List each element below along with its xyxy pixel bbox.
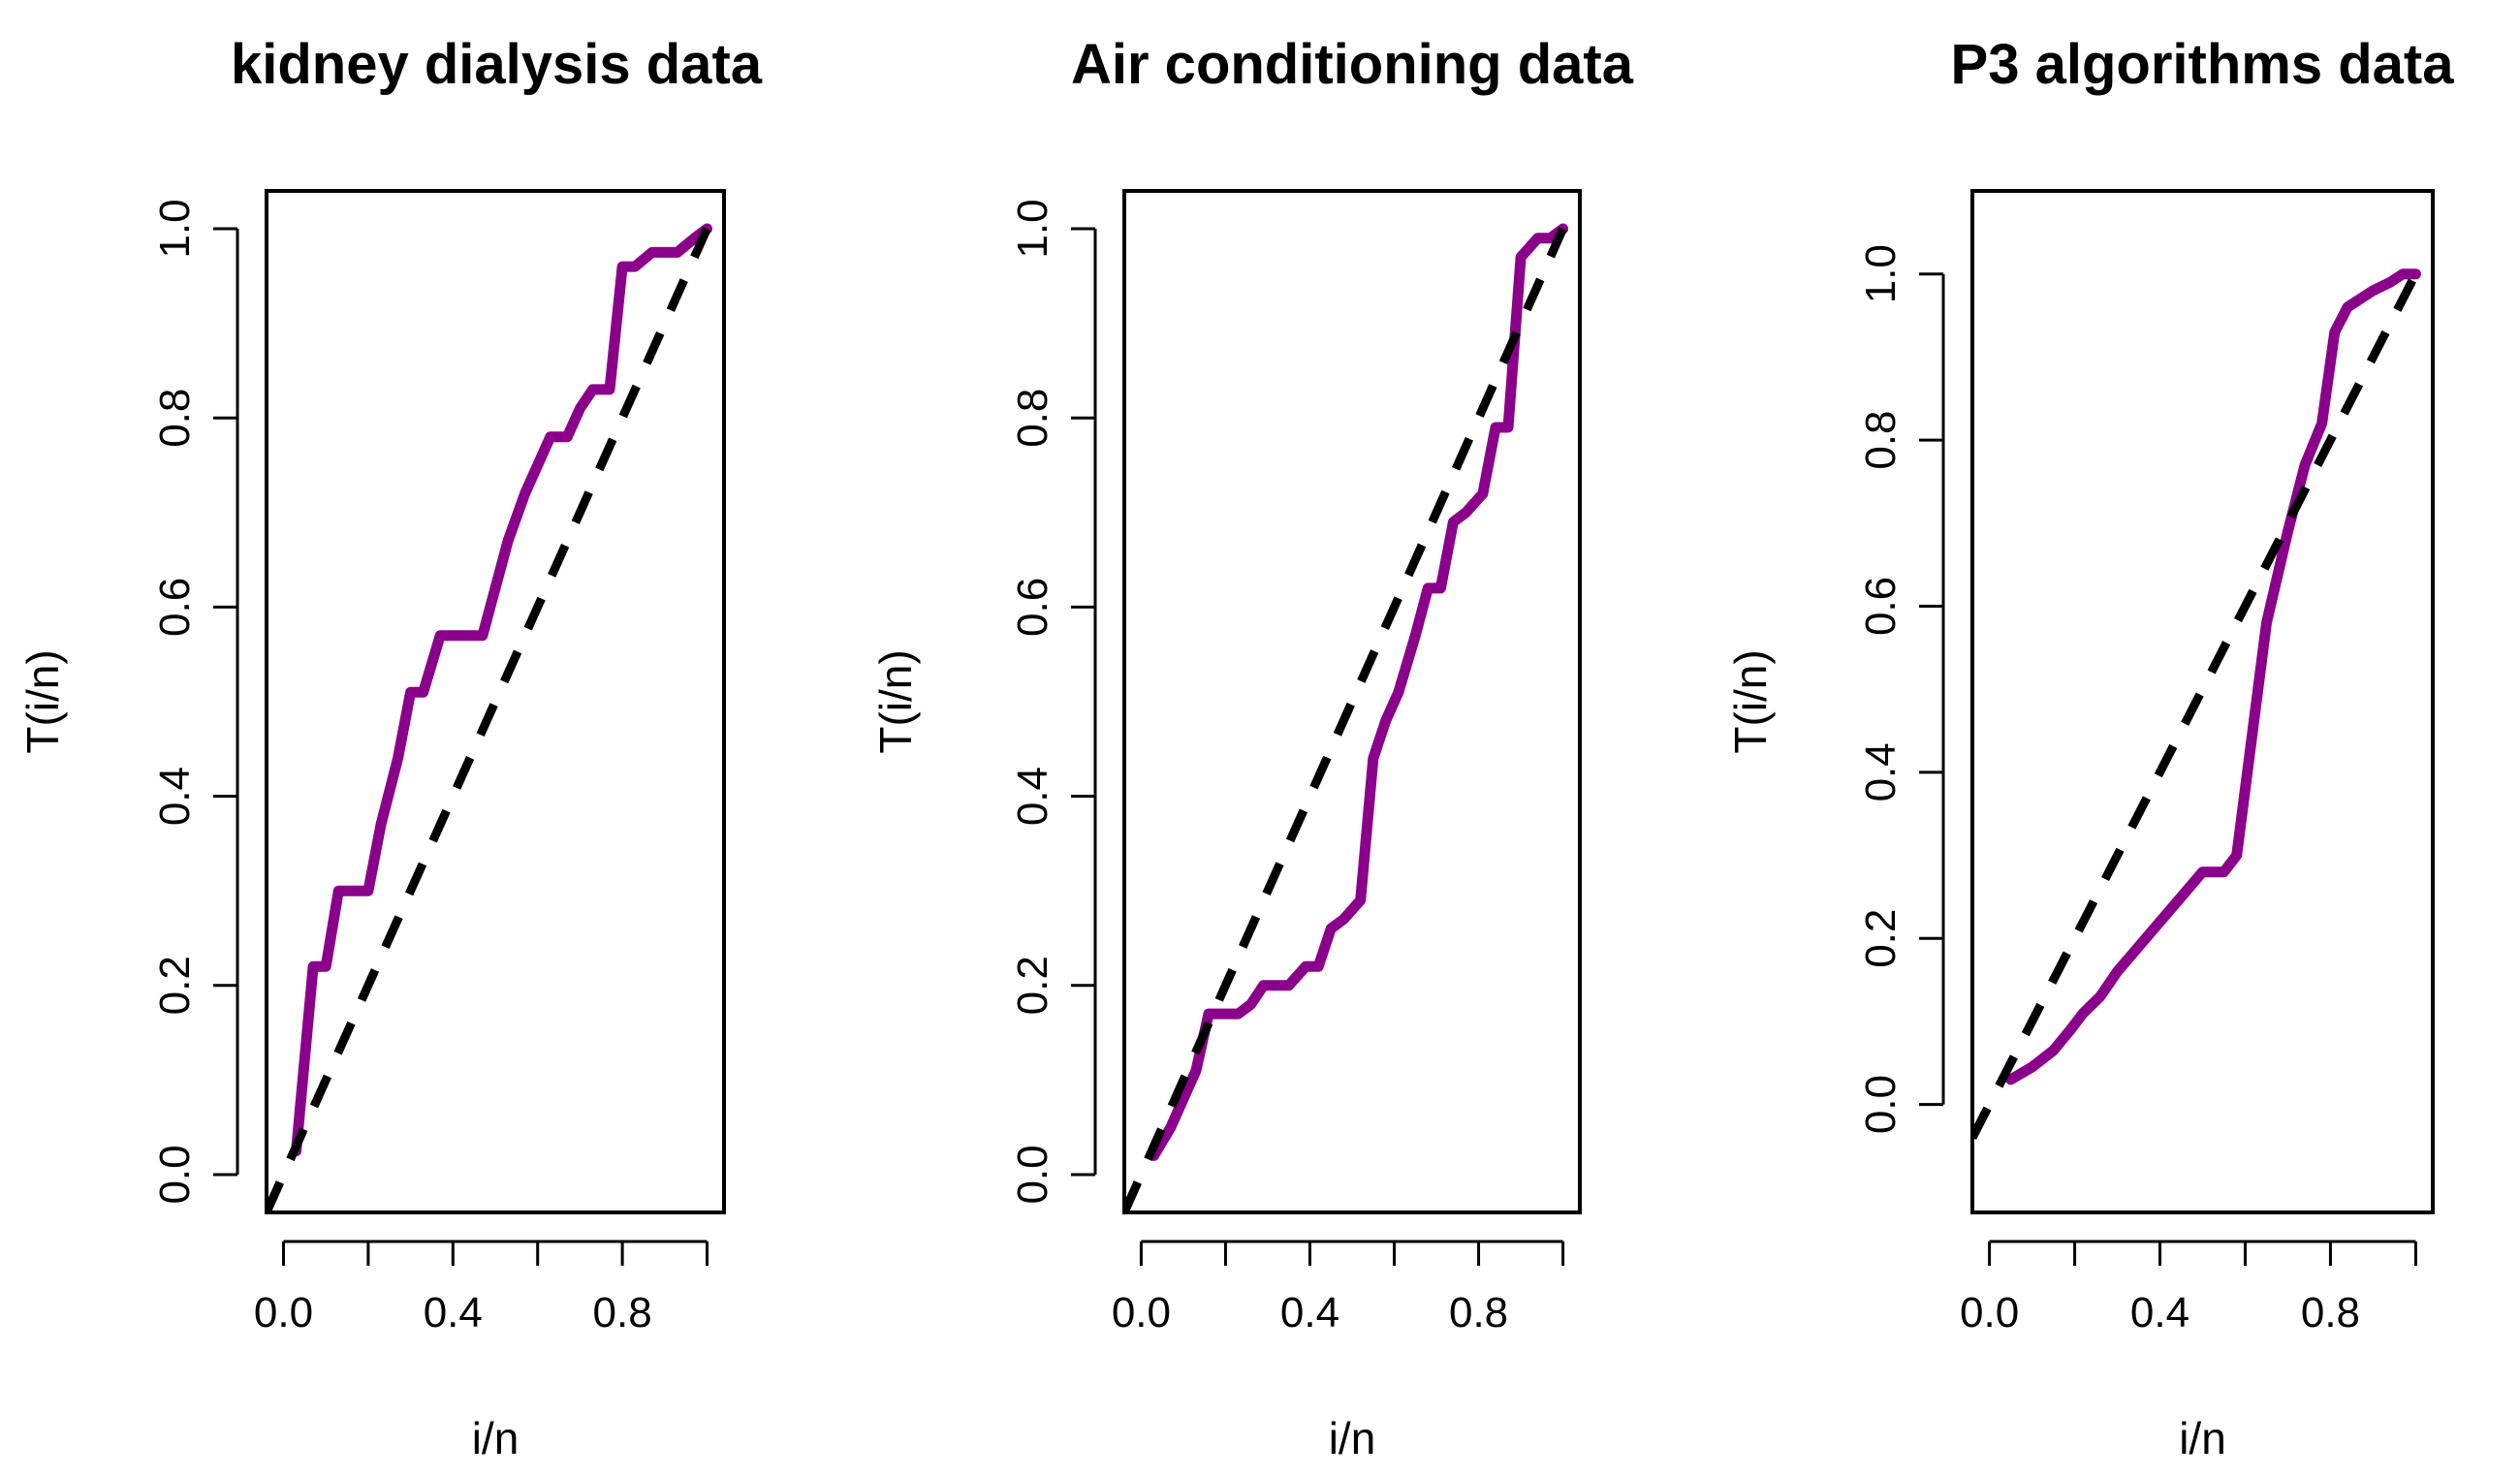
y-tick-label: 0.2 — [1009, 956, 1056, 1015]
x-axis-label: i/n — [1329, 1413, 1376, 1463]
plot-frame — [265, 189, 726, 1214]
reference-line — [1124, 227, 1567, 1212]
plot-frame — [1970, 189, 2435, 1214]
y-tick-label: 0.0 — [1857, 1075, 1905, 1134]
y-axis-label: T(i/n) — [17, 649, 68, 753]
x-tick-label: 0.4 — [424, 1289, 483, 1336]
reference-line — [1972, 271, 2420, 1140]
y-tick-label: 0.2 — [151, 956, 199, 1015]
y-tick-label: 0.8 — [1009, 389, 1056, 448]
y-tick-label: 0.4 — [151, 767, 199, 826]
chart-panel-2: Air conditioning data 0.0 0.4 0.8 0.0 0.2 0.4 0… — [870, 33, 1634, 1463]
plot-frame — [1122, 189, 1582, 1214]
x-axis-label: i/n — [2179, 1413, 2226, 1463]
y-tick-label: 0.0 — [151, 1145, 199, 1204]
y-tick-label: 0.8 — [151, 389, 199, 448]
y-tick-label: 0.6 — [1009, 578, 1056, 637]
y-tick-label: 0.8 — [1857, 410, 1905, 469]
chart-title: P3 algorithms data — [1951, 33, 2455, 96]
y-tick-label: 0.2 — [1857, 909, 1905, 968]
chart-panel-1: kidney dialysis data 0.0 0.4 0.8 0.0 0.2 0.4 0.… — [17, 33, 763, 1463]
y-tick-label: 0.4 — [1009, 767, 1056, 826]
y-tick-label: 0.6 — [151, 578, 199, 637]
y-tick-label: 1.0 — [151, 199, 199, 258]
x-tick-label: 0.8 — [1449, 1289, 1508, 1336]
data-line — [1149, 223, 1569, 1161]
chart-title: Air conditioning data — [1071, 33, 1634, 96]
y-axis-label: T(i/n) — [870, 649, 921, 753]
x-tick-label: 0.0 — [254, 1289, 313, 1336]
reference-line — [267, 227, 711, 1212]
y-tick-label: 0.0 — [1009, 1145, 1056, 1204]
y-tick-label: 1.0 — [1009, 199, 1056, 258]
x-tick-label: 0.4 — [2130, 1289, 2189, 1336]
x-tick-label: 0.4 — [1280, 1289, 1339, 1336]
y-axis-label: T(i/n) — [1725, 649, 1776, 753]
x-axis-label: i/n — [472, 1413, 520, 1463]
data-line — [2005, 268, 2421, 1085]
x-tick-label: 0.0 — [1960, 1289, 2019, 1336]
x-tick-label: 0.0 — [1112, 1289, 1171, 1336]
chart-panel-3: P3 algorithms data 0.0 0.4 0.8 0.0 0.2 0.4 0.6 0… — [1725, 33, 2454, 1463]
x-tick-label: 0.8 — [2301, 1289, 2360, 1336]
x-tick-label: 0.8 — [593, 1289, 652, 1336]
y-tick-label: 1.0 — [1857, 244, 1905, 303]
data-line — [291, 223, 712, 1157]
y-tick-label: 0.6 — [1857, 577, 1905, 636]
chart-title: kidney dialysis data — [231, 33, 763, 96]
y-tick-label: 0.4 — [1857, 742, 1905, 801]
